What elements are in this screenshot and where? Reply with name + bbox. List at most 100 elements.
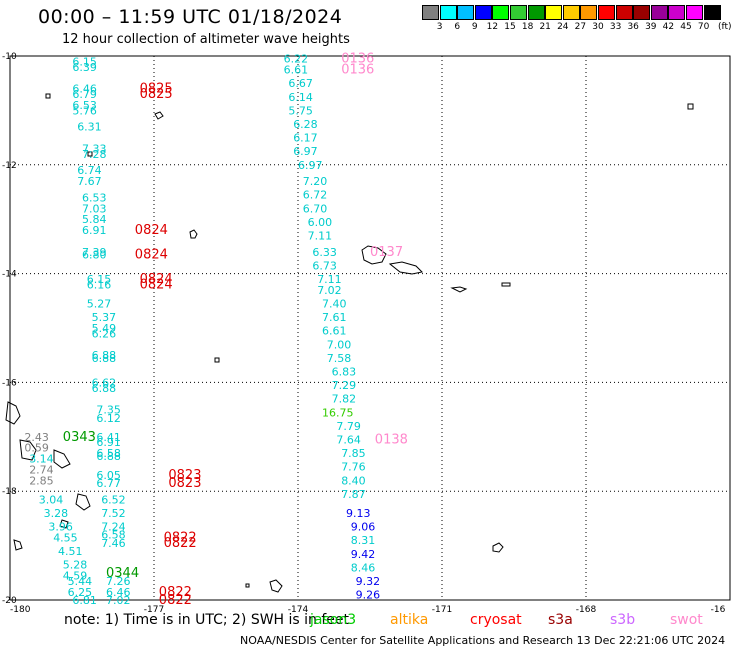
wave-height-label: 6.91	[82, 224, 107, 237]
wave-height-label: 4.55	[53, 531, 77, 544]
lat-label: -10	[2, 52, 17, 62]
pass-time-label: 0825	[140, 87, 173, 102]
wave-height-label: 2.85	[29, 474, 54, 487]
wave-height-label: 6.16	[87, 278, 112, 291]
mission-legend-item: cryosat	[470, 612, 522, 628]
island-tonga-1	[269, 579, 283, 593]
wave-height-label: 6.46	[72, 83, 97, 96]
island-fiji-5	[59, 519, 69, 529]
wave-height-label: 6.88	[92, 352, 117, 365]
scale-swatch	[580, 5, 598, 20]
wave-height-label: 6.14	[288, 91, 313, 104]
scale-swatch	[474, 5, 492, 20]
wave-height-label: 7.87	[341, 488, 366, 501]
wave-height-label: 6.62	[92, 376, 117, 389]
wave-height-label: 6.67	[288, 77, 313, 90]
pass-time-label: 0138	[375, 433, 408, 448]
wave-height-label: 6.15	[87, 273, 112, 286]
wave-height-label: 7.52	[101, 507, 126, 520]
lon-label: -168	[576, 605, 597, 615]
wave-height-label: 7.61	[322, 311, 347, 324]
wave-height-label: 2.43	[24, 431, 49, 444]
wave-height-label: 5.44	[68, 575, 93, 588]
wave-height-label: 4.59	[63, 570, 88, 583]
wave-height-label: 7.64	[336, 434, 361, 447]
observation-labels: 6.156.396.466.796.535.766.317.337.286.74…	[24, 52, 407, 608]
wave-height-label: 7.79	[336, 420, 361, 433]
scale-label: 24	[557, 22, 569, 32]
lat-label: -18	[2, 487, 17, 497]
wave-height-label: 6.72	[303, 189, 328, 202]
wave-height-label: 6.88	[92, 349, 117, 362]
wave-height-label: 6.91	[96, 436, 121, 449]
scale-swatch	[615, 5, 633, 20]
island-wallis	[189, 229, 198, 239]
wave-height-label: 6.74	[77, 164, 102, 177]
scale-label: 39	[645, 22, 657, 32]
wave-height-label: 6.22	[284, 53, 309, 66]
scale-label: 70	[697, 22, 710, 32]
wave-height-label: 6.05	[96, 469, 121, 482]
scale-swatch	[668, 5, 686, 20]
island-niuafoou	[492, 542, 504, 553]
scale-swatch	[562, 5, 580, 20]
lon-label: -180	[10, 605, 31, 615]
scale-swatch	[650, 5, 668, 20]
wave-height-label: 7.35	[96, 404, 121, 417]
credit-line: NOAA/NESDIS Center for Satellite Applica…	[240, 634, 726, 647]
scale-label: 33	[609, 22, 622, 32]
wave-height-label: 5.84	[82, 213, 107, 226]
island-futuna	[154, 111, 164, 120]
wave-height-label: 8.40	[341, 474, 366, 487]
wave-height-label: 7.67	[77, 175, 102, 188]
wave-height-label: 3.28	[44, 507, 69, 520]
wave-height-label: 6.58	[96, 447, 121, 460]
scale-label: 9	[471, 22, 478, 32]
scale-label: 42	[662, 22, 675, 32]
wave-height-label: 4.51	[58, 545, 83, 558]
axis-labels: -180 -177 -174 -171 -168 -16 -10 -12 -14 -16 -18 -2…	[2, 52, 726, 615]
island-manua	[501, 282, 511, 287]
scale-label: 30	[592, 22, 604, 32]
wave-height-label: 5.37	[92, 311, 117, 324]
scale-swatch	[545, 5, 563, 20]
scale-swatch	[510, 5, 527, 20]
scale-label: 27	[574, 22, 587, 32]
mission-legend-item: s3a	[548, 612, 573, 628]
pass-time-label: 0824	[135, 223, 168, 238]
wave-height-label: 9.13	[346, 507, 371, 520]
pass-time-label: 0136	[341, 63, 374, 78]
wave-height-label: 9.42	[351, 548, 376, 561]
wave-height-label: 7.20	[303, 175, 328, 188]
wave-height-label: 5.76	[72, 104, 97, 117]
wave-height-label: 6.31	[77, 121, 102, 134]
island-small-1	[45, 93, 51, 99]
island-small-3	[87, 151, 93, 157]
scale-label: 3	[436, 22, 443, 32]
lon-label: -177	[144, 605, 164, 615]
island-samoa-savaii	[388, 261, 424, 275]
wave-height-label: 3.04	[39, 493, 64, 506]
scale-swatch	[633, 5, 651, 20]
lat-label: -12	[2, 161, 17, 171]
wave-height-label: 6.88	[92, 382, 117, 395]
wave-height-label: 7.39	[82, 246, 107, 259]
scale-swatch	[457, 5, 475, 20]
mission-legend-item: altika	[390, 612, 429, 628]
island-samoa-upolu	[361, 245, 387, 265]
wave-height-label: 6.26	[92, 327, 117, 340]
pass-time-label: 0824	[135, 248, 168, 263]
wave-height-label: 6.17	[293, 132, 318, 145]
scale-label: 6	[454, 22, 461, 32]
wave-height-label: 3.96	[48, 521, 73, 534]
wave-height-label: 6.83	[332, 366, 357, 379]
wave-height-label: 6.52	[101, 493, 126, 506]
scale-label: 12	[486, 22, 499, 32]
wave-height-label: 7.58	[327, 352, 352, 365]
wave-height-label: 7.03	[82, 202, 107, 215]
wave-height-label: 6.15	[72, 55, 97, 68]
pass-time-label: 0822	[159, 585, 192, 600]
scale-unit: (ft)	[718, 22, 732, 32]
wave-height-label: 6.39	[72, 61, 97, 74]
